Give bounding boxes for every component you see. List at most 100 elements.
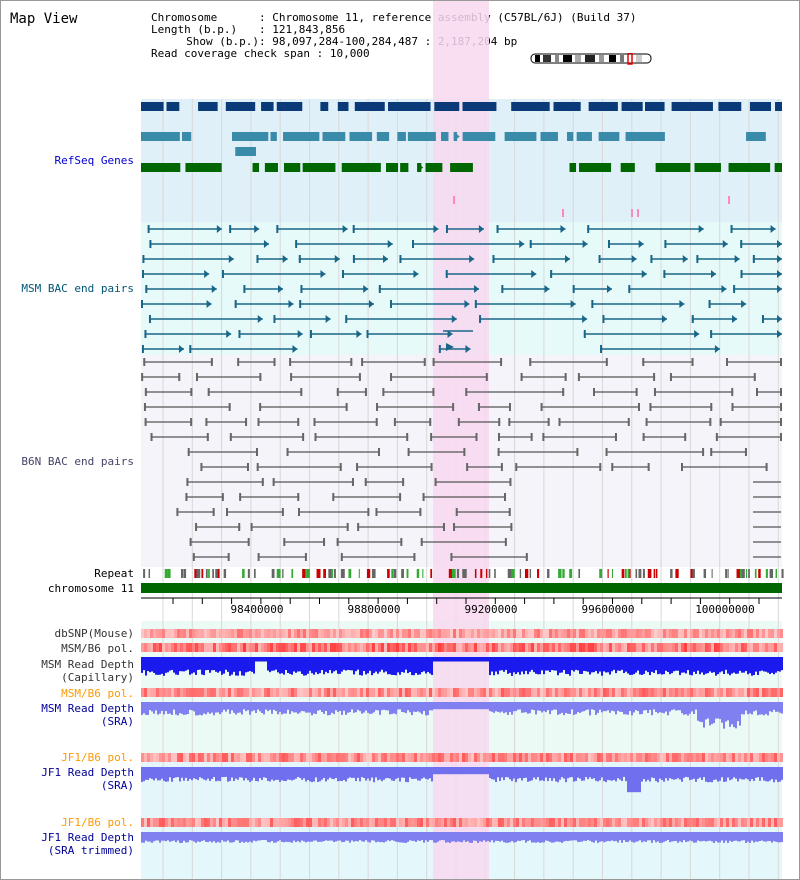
depth-bar (347, 702, 349, 713)
bac-end (422, 493, 425, 501)
depth-bar (453, 767, 455, 775)
polymorphism-cell (186, 629, 189, 638)
polymorphism-cell (696, 629, 699, 638)
depth-bar (737, 657, 739, 674)
polymorphism-cell (567, 753, 570, 762)
depth-bar (705, 767, 707, 782)
depth-bar (689, 702, 691, 714)
chromosome-ideogram[interactable] (529, 53, 655, 65)
depth-bar (641, 702, 643, 715)
depth-bar (497, 832, 499, 841)
polymorphism-cell (687, 753, 690, 762)
depth-bar (637, 832, 639, 842)
depth-bar (543, 657, 545, 675)
gene-marker (637, 209, 639, 217)
depth-bar (153, 657, 155, 673)
bac-end-arrow (570, 300, 576, 308)
track-label-repeat[interactable]: Repeat (94, 567, 134, 580)
depth-bar (451, 832, 453, 842)
polymorphism-cell (666, 688, 669, 697)
gene-feature (388, 102, 431, 111)
depth-bar (317, 832, 319, 842)
track-label-dbsnp[interactable]: dbSNP(Mouse) (54, 627, 134, 640)
bac-end-arrow (446, 343, 454, 351)
polymorphism-cell (276, 818, 279, 827)
bac-end (572, 285, 575, 293)
polymorphism-cell (216, 753, 219, 762)
track-label-msm-b6-pol-2[interactable]: MSM/B6 pol. (61, 687, 134, 700)
polymorphism-cell (144, 688, 147, 697)
depth-bar (275, 832, 277, 843)
depth-bar (479, 657, 481, 662)
depth-bar (531, 657, 533, 670)
polymorphism-cell (744, 643, 747, 652)
depth-bar (505, 832, 507, 843)
depth-bar (269, 767, 271, 782)
repeat-element (462, 569, 466, 578)
track-label-msm-b6-pol-1[interactable]: MSM/B6 pol. (61, 642, 134, 655)
depth-bar (693, 767, 695, 779)
depth-bar (269, 657, 271, 673)
track-label-jf1-read-depth-sra[interactable]: JF1 Read Depth (SRA) (41, 766, 134, 792)
polymorphism-cell (489, 629, 492, 638)
track-label-refseq[interactable]: RefSeq Genes (54, 154, 134, 167)
polymorphism-cell (543, 643, 546, 652)
depth-bar (249, 767, 251, 782)
repeat-element (215, 569, 219, 578)
polymorphism-cell (231, 818, 234, 827)
polymorphism-cell (660, 818, 663, 827)
polymorphism-cell (522, 643, 525, 652)
depth-bar (377, 832, 379, 842)
depth-bar (251, 702, 253, 712)
polymorphism-cell (555, 643, 558, 652)
polymorphism-cell (183, 643, 186, 652)
depth-bar (149, 832, 151, 842)
bac-end (605, 358, 608, 366)
polymorphism-cell (438, 629, 441, 638)
polymorphism-cell (492, 643, 495, 652)
bac-end (413, 553, 416, 561)
depth-bar (413, 657, 415, 676)
polymorphism-cell (402, 643, 405, 652)
depth-bar (277, 657, 279, 673)
gene-arrow (566, 132, 573, 141)
depth-bar (239, 832, 241, 843)
polymorphism-cell (453, 629, 456, 638)
track-label-msm-read-depth-sra[interactable]: MSM Read Depth (SRA) (41, 702, 134, 728)
polymorphism-cell (417, 818, 420, 827)
track-label-b6n-bac[interactable]: B6N BAC end pairs (21, 455, 134, 468)
track-label-msm-bac[interactable]: MSM BAC end pairs (21, 282, 134, 295)
depth-bar (749, 657, 751, 674)
depth-bar (271, 767, 273, 780)
track-label-msm-read-depth-capillary[interactable]: MSM Read Depth (Capillary) (41, 658, 134, 684)
depth-bar (291, 657, 293, 675)
depth-bar (283, 832, 285, 843)
polymorphism-cell (159, 818, 162, 827)
polymorphism-cell (219, 753, 222, 762)
polymorphism-cell (378, 629, 381, 638)
bac-end (430, 463, 433, 471)
bac-end (255, 448, 258, 456)
polymorphism-cell (165, 688, 168, 697)
polymorphism-cell (375, 753, 378, 762)
polymorphism-cell (552, 643, 555, 652)
track-label-jf1-b6-pol-1[interactable]: JF1/B6 pol. (61, 751, 134, 764)
polymorphism-cell (327, 643, 330, 652)
polymorphism-cell (240, 818, 243, 827)
gene-arrow (598, 132, 605, 141)
gene-arrow (774, 163, 781, 172)
depth-bar (255, 832, 257, 842)
depth-bar (421, 702, 423, 715)
depth-bar (263, 832, 265, 841)
track-label-jf1-read-depth-trimmed[interactable]: JF1 Read Depth (SRA trimmed) (41, 831, 134, 857)
polymorphism-cell (372, 753, 375, 762)
polymorphism-cell (630, 753, 633, 762)
track-label-jf1-b6-pol-2[interactable]: JF1/B6 pol. (61, 816, 134, 829)
depth-bar (527, 832, 529, 842)
polymorphism-cell (237, 818, 240, 827)
depth-bar (779, 702, 781, 713)
depth-bar (287, 702, 289, 710)
polymorphism-cell (744, 688, 747, 697)
chromosome-info: Chromosome: Chromosome 11, reference ass… (151, 11, 637, 60)
